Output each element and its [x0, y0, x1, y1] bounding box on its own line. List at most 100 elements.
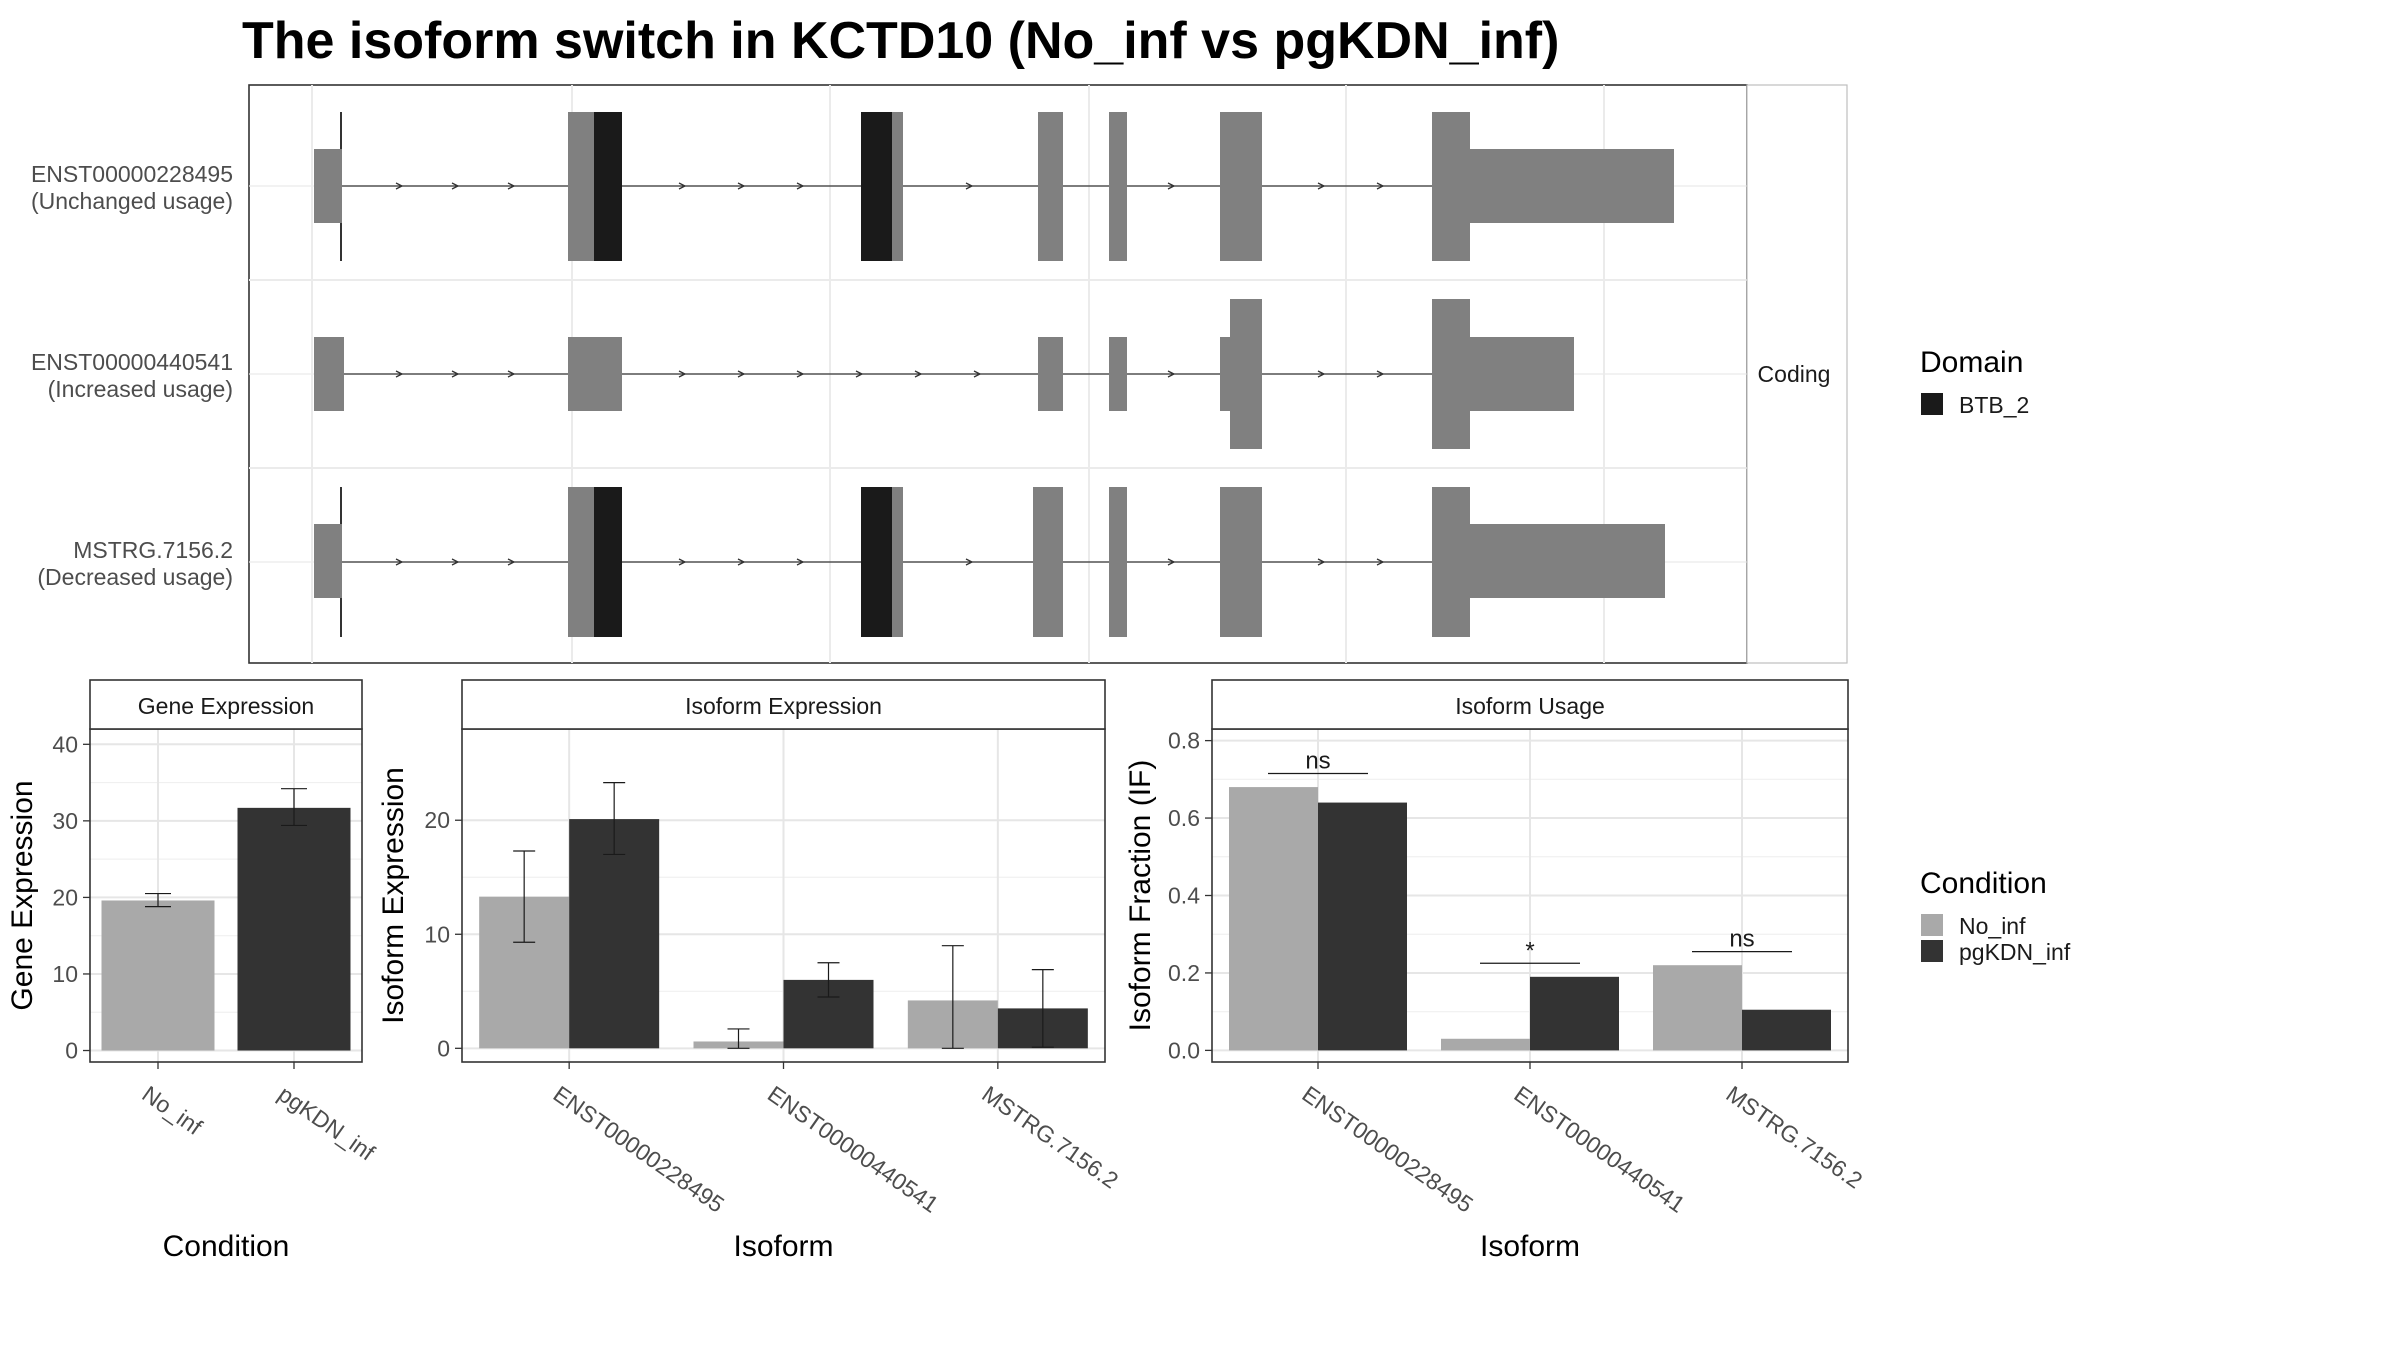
- isoform-label-1: ENST00000228495: [31, 161, 233, 187]
- isoform-label-2: ENST00000440541: [31, 349, 233, 375]
- y-tick-label: 0.4: [1168, 883, 1200, 909]
- y-axis-title: Isoform Fraction (IF): [1124, 760, 1157, 1032]
- utr-exon: [314, 524, 342, 598]
- cds-exon: [1220, 112, 1262, 261]
- coding-strip-label: Coding: [1758, 361, 1831, 387]
- utr-exon: [1470, 337, 1574, 411]
- intron-arrow: [914, 370, 923, 378]
- panel-strip: [89, 679, 363, 730]
- utr-exon: [1470, 524, 1665, 598]
- bar-pgKDN_inf: [237, 807, 351, 1051]
- significance-label: ns: [1305, 748, 1330, 775]
- utr-exon: [1109, 337, 1127, 411]
- utr-exon: [1038, 337, 1063, 411]
- bar-No_inf-MSTRG.7156.2: [1653, 965, 1742, 1051]
- y-tick-label: 20: [52, 884, 78, 910]
- utr-exon: [568, 337, 622, 411]
- isoform-track-1: [314, 112, 1674, 261]
- intron-arrow: [796, 370, 805, 378]
- cds-exon: [1038, 112, 1063, 261]
- domain-legend: Domain BTB_2: [1920, 346, 2029, 418]
- x-tick-label: MSTRG.7156.2: [1721, 1081, 1867, 1194]
- y-tick-label: 30: [52, 808, 78, 834]
- cds-exon: [1432, 487, 1470, 637]
- btb2-domain: [594, 487, 622, 637]
- intron-arrow: [973, 370, 982, 378]
- intron-arrow: [1317, 370, 1326, 378]
- condition-legend-key-no-inf: [1921, 914, 1943, 936]
- intron-arrow: [737, 182, 746, 190]
- cds-exon: [568, 487, 594, 637]
- bar-pgKDN_inf-MSTRG.7156.2: [1742, 1009, 1831, 1051]
- bar-pgKDN_inf-ENST00000228495: [1318, 802, 1407, 1051]
- isoform-usage-2: (Increased usage): [48, 376, 233, 402]
- bar-pgKDN_inf-ENST00000228495: [569, 819, 660, 1049]
- y-tick-label: 20: [424, 807, 450, 833]
- cds-exon: [1432, 299, 1470, 449]
- cds-exon: [1033, 487, 1063, 637]
- y-tick-label: 40: [52, 731, 78, 757]
- intron-arrow: [1376, 182, 1385, 190]
- condition-legend-label-pgkdn-inf: pgKDN_inf: [1959, 939, 2071, 965]
- intron-arrow: [451, 182, 460, 190]
- intron-arrow: [1317, 558, 1326, 566]
- condition-legend-title: Condition: [1920, 867, 2047, 900]
- significance-label: *: [1525, 937, 1534, 964]
- y-tick-label: 0.6: [1168, 805, 1200, 831]
- x-axis-title: Isoform: [733, 1230, 833, 1263]
- y-tick-label: 0.2: [1168, 960, 1200, 986]
- intron-arrow: [1376, 370, 1385, 378]
- panel-strip-title: Isoform Usage: [1455, 693, 1605, 719]
- domain-legend-title: Domain: [1920, 346, 2023, 379]
- intron-arrow: [1167, 182, 1176, 190]
- y-tick-label: 0.8: [1168, 728, 1200, 754]
- intron-arrow: [451, 558, 460, 566]
- intron-arrow: [507, 370, 516, 378]
- intron-arrow: [796, 182, 805, 190]
- btb2-domain: [861, 112, 892, 261]
- bar-No_inf-ENST00000228495: [1229, 787, 1318, 1051]
- btb2-domain: [861, 487, 892, 637]
- intron-arrow: [1376, 558, 1385, 566]
- domain-legend-label: BTB_2: [1959, 392, 2029, 418]
- x-axis-title: Condition: [163, 1230, 290, 1263]
- x-tick-label: ENST00000228495: [1297, 1081, 1477, 1218]
- x-tick-label: pgKDN_inf: [273, 1081, 380, 1166]
- structure-panel: Coding ENST00000228495 (Unchanged usage)…: [31, 84, 1848, 664]
- cds-exon: [892, 112, 903, 261]
- intron-arrow: [855, 370, 864, 378]
- utr-exon: [314, 337, 344, 411]
- isoform-usage-1: (Unchanged usage): [31, 188, 233, 214]
- x-tick-label: MSTRG.7156.2: [977, 1081, 1123, 1194]
- cds-exon: [1230, 299, 1262, 449]
- intron-arrow: [1167, 370, 1176, 378]
- x-tick-label: ENST00000440541: [763, 1081, 943, 1218]
- panel-strip-title: Isoform Expression: [685, 693, 882, 719]
- gene-expression-panel: Gene Expression 0 10 20 30 40 No_inf pgKDN_inf C…: [6, 679, 380, 1263]
- cds-exon: [1220, 487, 1262, 637]
- cds-exon: [1432, 112, 1470, 261]
- x-tick-label: No_inf: [137, 1081, 207, 1141]
- isoform-track-2: [314, 299, 1574, 449]
- y-tick-label: 0: [65, 1038, 78, 1064]
- utr-exon: [1470, 149, 1674, 223]
- condition-legend-key-pgkdn-inf: [1921, 940, 1943, 962]
- x-axis-title: Isoform: [1480, 1230, 1580, 1263]
- intron-arrow: [395, 558, 404, 566]
- intron-arrow: [1167, 558, 1176, 566]
- y-tick-label: 0.0: [1168, 1037, 1200, 1063]
- intron-arrow: [678, 370, 687, 378]
- condition-legend-label-no-inf: No_inf: [1959, 913, 2026, 939]
- x-tick-label: ENST00000440541: [1509, 1081, 1689, 1218]
- btb2-domain: [594, 112, 622, 261]
- bar-No_inf-ENST00000440541: [1441, 1038, 1530, 1051]
- intron-arrow: [965, 182, 974, 190]
- intron-arrow: [796, 558, 805, 566]
- intron-arrow: [395, 182, 404, 190]
- panel-strip: [1211, 679, 1849, 730]
- cds-exon: [1109, 112, 1127, 261]
- intron-arrow: [507, 558, 516, 566]
- intron-arrow: [395, 370, 404, 378]
- coding-strip: [1746, 84, 1848, 664]
